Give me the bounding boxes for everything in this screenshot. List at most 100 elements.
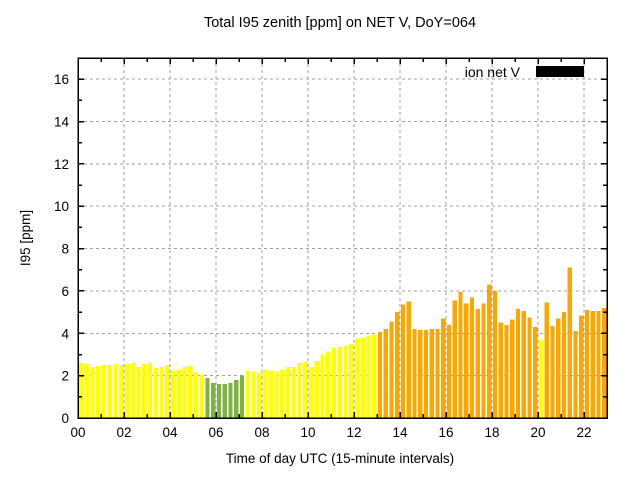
bar	[268, 370, 273, 418]
bar	[251, 371, 256, 418]
bar	[573, 331, 578, 418]
bar	[435, 329, 440, 418]
bar	[584, 310, 590, 418]
bar	[498, 322, 503, 418]
bar	[326, 351, 331, 418]
bar	[354, 338, 360, 418]
y-tick-label: 10	[54, 199, 69, 214]
bar	[429, 329, 434, 418]
bar	[372, 334, 377, 418]
bar	[360, 337, 365, 418]
bar	[234, 379, 239, 418]
x-tick-label: 00	[70, 425, 85, 440]
bar	[487, 284, 492, 418]
bar	[510, 319, 515, 418]
bar	[527, 317, 532, 418]
bar	[297, 362, 302, 418]
bar	[216, 384, 222, 418]
bar	[464, 303, 469, 418]
bar	[579, 315, 584, 418]
bar	[130, 362, 135, 418]
bar	[475, 308, 480, 418]
bar	[550, 325, 555, 418]
bar	[406, 301, 411, 418]
x-tick-label: 20	[530, 425, 545, 440]
bar	[90, 367, 95, 418]
bar	[84, 364, 89, 418]
bar	[193, 372, 199, 418]
x-tick-label: 08	[254, 425, 269, 440]
bar	[153, 368, 158, 418]
bar	[211, 383, 216, 418]
x-tick-label: 06	[208, 425, 223, 440]
bar	[590, 311, 595, 418]
x-tick-label: 02	[116, 425, 131, 440]
bar	[170, 370, 176, 418]
bar	[538, 339, 544, 418]
bar	[469, 297, 475, 418]
bar	[521, 311, 526, 418]
bar	[343, 346, 348, 418]
bar	[389, 321, 394, 418]
bar	[458, 292, 463, 418]
bar	[257, 372, 262, 418]
x-axis-label: Time of day UTC (15-minute intervals)	[226, 451, 454, 466]
legend-swatch	[536, 66, 584, 77]
bar	[544, 302, 549, 418]
bar	[142, 364, 147, 418]
x-tick-label: 12	[346, 425, 361, 440]
bar	[567, 267, 572, 418]
x-tick-label: 14	[392, 425, 408, 440]
bar	[492, 290, 498, 418]
bar	[274, 371, 279, 418]
y-tick-label: 8	[61, 242, 69, 257]
bar	[337, 347, 342, 418]
bar	[176, 369, 181, 418]
bar	[377, 332, 383, 418]
y-tick-label: 4	[61, 326, 69, 341]
bar	[395, 312, 400, 418]
bar	[199, 374, 204, 418]
bar	[262, 369, 268, 418]
bar	[119, 365, 124, 418]
x-tick-label: 18	[484, 425, 499, 440]
legend: ion net V	[465, 64, 584, 80]
bar	[124, 364, 130, 418]
y-tick-label: 12	[54, 157, 69, 172]
bar	[423, 330, 429, 418]
bar	[366, 335, 371, 418]
bar	[320, 354, 325, 418]
bar	[349, 343, 354, 418]
y-tick-label: 2	[61, 369, 69, 384]
bar	[188, 366, 193, 418]
bar	[136, 367, 141, 418]
bar	[96, 366, 101, 418]
bar	[446, 324, 452, 418]
bar	[441, 318, 446, 418]
bar	[412, 329, 417, 418]
bar	[400, 304, 406, 418]
y-tick-label: 16	[54, 72, 69, 87]
y-tick-label: 0	[61, 411, 69, 426]
bar	[533, 326, 538, 418]
bar	[147, 362, 153, 418]
bar	[504, 324, 509, 418]
bar	[285, 367, 291, 418]
bar	[113, 364, 118, 418]
bar	[245, 370, 250, 418]
legend-label: ion net V	[465, 64, 521, 80]
bar	[228, 383, 233, 418]
x-tick-label: 22	[576, 425, 591, 440]
x-tick-label: 10	[300, 425, 315, 440]
bar	[280, 369, 285, 418]
bar	[239, 375, 245, 418]
bar	[481, 303, 486, 418]
bar	[107, 365, 112, 418]
x-tick-label: 04	[162, 425, 178, 440]
bar	[222, 384, 227, 418]
bar	[303, 361, 308, 418]
y-axis-label: I95 [ppm]	[18, 210, 33, 266]
